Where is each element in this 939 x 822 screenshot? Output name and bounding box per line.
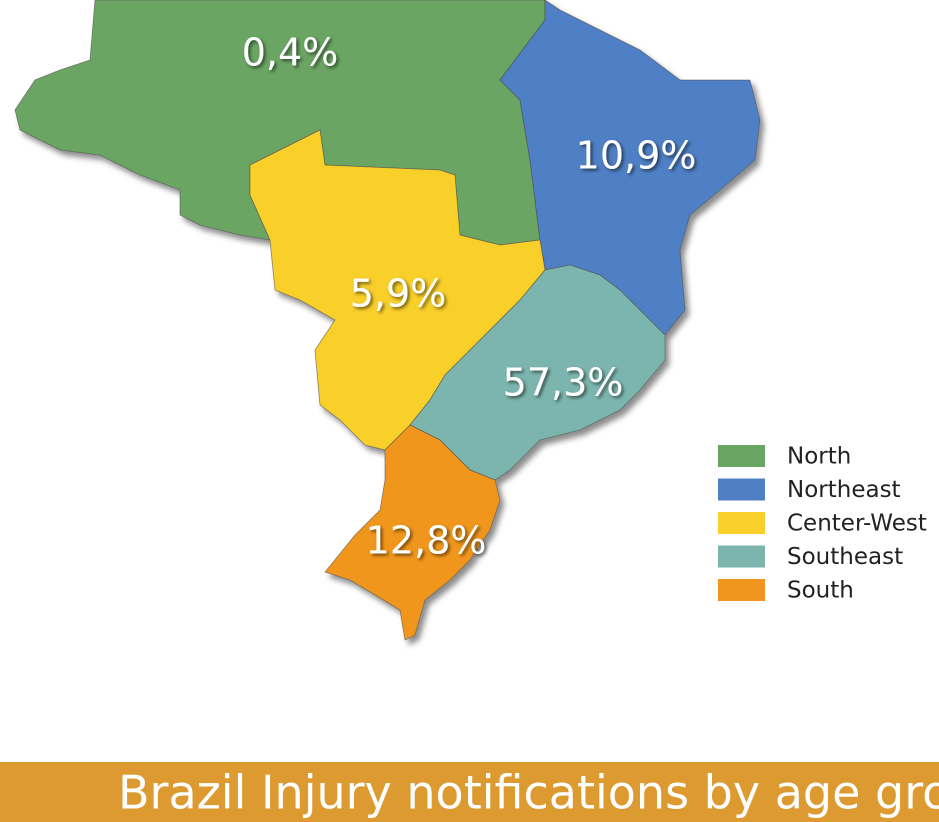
legend-label: North: [787, 444, 851, 470]
banner-title: Brazil Injury notifications by age grou: [118, 766, 939, 820]
legend-label: Southeast: [787, 544, 903, 570]
region-label: 57,3%: [503, 361, 624, 405]
legend-swatch: [718, 545, 765, 568]
legend: North Northeast Center-West Southeast South: [718, 444, 927, 604]
legend-swatch: [718, 478, 765, 501]
region-south: [324, 424, 501, 641]
region-label: 12,8%: [366, 519, 487, 563]
region-label: 10,9%: [576, 134, 697, 178]
region-labels: 0,4% 10,9% 5,9% 57,3% 12,8%: [242, 31, 697, 563]
region-label: 0,4%: [242, 31, 339, 75]
legend-swatch: [718, 445, 765, 467]
banner: [0, 762, 939, 822]
region-northeast: [499, 0, 761, 336]
legend-label: South: [787, 578, 854, 604]
legend-swatch: [718, 579, 765, 601]
legend-swatch: [718, 512, 765, 534]
region-southeast: [409, 264, 666, 481]
legend-label: Northeast: [787, 477, 901, 503]
region-label: 5,9%: [350, 272, 447, 316]
legend-label: Center-West: [787, 511, 927, 537]
regions: [14, 0, 761, 641]
